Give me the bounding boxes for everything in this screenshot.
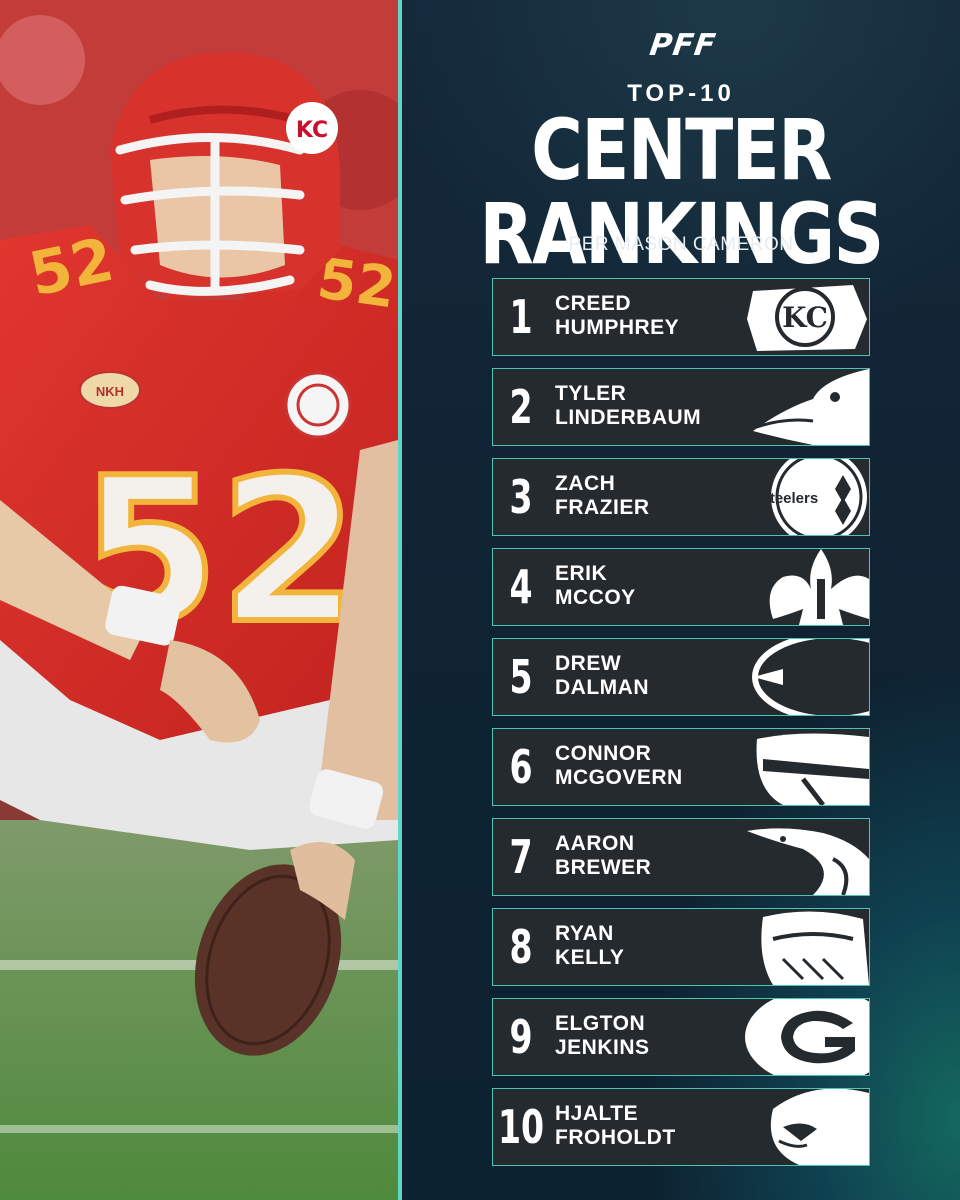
accent-divider (398, 0, 402, 1200)
helmet-logo: KC (296, 118, 328, 143)
steelers-logo-text: Steelers (760, 490, 818, 507)
chest-number: 52 (80, 435, 358, 668)
player-name: AARON BREWER (555, 832, 651, 880)
rank-number: 3 (509, 470, 533, 524)
player-name: HJALTE FROHOLDT (555, 1102, 676, 1150)
ranking-row: 3 ZACH FRAZIER Steelers (492, 458, 870, 536)
player-first-name: ZACH (555, 472, 616, 495)
player-first-name: ELGTON (555, 1012, 646, 1035)
bears-logo-icon (743, 639, 869, 715)
player-name: ERIK MCCOY (555, 562, 636, 610)
player-last-name: HUMPHREY (555, 316, 680, 339)
rankings-panel: PFF TOP-10 CENTER RANKINGS PER MASON CAM… (402, 0, 960, 1200)
player-name: CONNOR MCGOVERN (555, 742, 683, 790)
rank-number: 7 (509, 830, 533, 884)
ranking-row: 9 ELGTON JENKINS (492, 998, 870, 1076)
cardinals-logo-icon (743, 1089, 869, 1165)
ranking-row: 6 CONNOR MCGOVERN (492, 728, 870, 806)
player-photo: 52 52 52 NKH (0, 0, 398, 1200)
ranking-row: 5 DREW DALMAN (492, 638, 870, 716)
ranking-row: 7 AARON BREWER (492, 818, 870, 896)
player-first-name: TYLER (555, 382, 627, 405)
ranking-row: 10 HJALTE FROHOLDT (492, 1088, 870, 1166)
player-first-name: CONNOR (555, 742, 652, 765)
player-name: RYAN KELLY (555, 922, 624, 970)
nkh-patch: NKH (96, 384, 124, 399)
player-last-name: JENKINS (555, 1036, 650, 1059)
player-last-name: MCGOVERN (555, 766, 683, 789)
packers-logo-icon (743, 999, 869, 1075)
rank-number: 1 (509, 290, 533, 344)
ranking-row: 2 TYLER LINDERBAUM (492, 368, 870, 446)
page-title: CENTER RANKINGS (479, 101, 884, 283)
rank-number: 5 (509, 650, 533, 704)
player-illustration: 52 52 52 NKH (0, 0, 398, 1200)
rank-number: 10 (497, 1100, 545, 1154)
rank-number: 9 (509, 1010, 533, 1064)
bills-logo-icon (743, 729, 869, 805)
rank-number: 4 (509, 560, 533, 614)
ravens-logo-icon (743, 369, 869, 445)
ranking-row: 4 ERIK MCCOY (492, 548, 870, 626)
player-name: CREED HUMPHREY (555, 292, 679, 340)
player-first-name: RYAN (555, 922, 614, 945)
rank-number: 2 (509, 380, 533, 434)
shoulder-number: 52 (23, 225, 119, 311)
steelers-logo-icon: Steelers (743, 459, 869, 535)
subtitle: PER MASON CAMERON (568, 234, 794, 255)
player-name: ELGTON JENKINS (555, 1012, 650, 1060)
vikings-logo-icon (743, 909, 869, 985)
player-first-name: ERIK (555, 562, 608, 585)
player-name: DREW DALMAN (555, 652, 649, 700)
player-last-name: MCCOY (555, 586, 636, 609)
player-first-name: HJALTE (555, 1102, 639, 1125)
player-first-name: DREW (555, 652, 622, 675)
player-name: TYLER LINDERBAUM (555, 382, 701, 430)
player-last-name: BREWER (555, 856, 652, 879)
ranking-row: 1 CREED HUMPHREY KC (492, 278, 870, 356)
rank-number: 6 (509, 740, 533, 794)
ranking-row: 8 RYAN KELLY (492, 908, 870, 986)
saints-logo-icon (743, 549, 869, 625)
player-last-name: FRAZIER (555, 496, 650, 519)
top-label: TOP-10 (627, 80, 735, 107)
pff-logo: PFF (647, 27, 719, 63)
dolphins-logo-icon (743, 819, 869, 895)
player-last-name: LINDERBAUM (555, 406, 702, 429)
player-last-name: DALMAN (555, 676, 649, 699)
player-last-name: FROHOLDT (555, 1126, 676, 1149)
chiefs-logo-icon: KC (743, 279, 869, 355)
player-last-name: KELLY (555, 946, 625, 969)
svg-text:KC: KC (782, 301, 828, 334)
rank-number: 8 (509, 920, 533, 974)
player-name: ZACH FRAZIER (555, 472, 650, 520)
player-first-name: AARON (555, 832, 635, 855)
player-first-name: CREED (555, 292, 632, 315)
